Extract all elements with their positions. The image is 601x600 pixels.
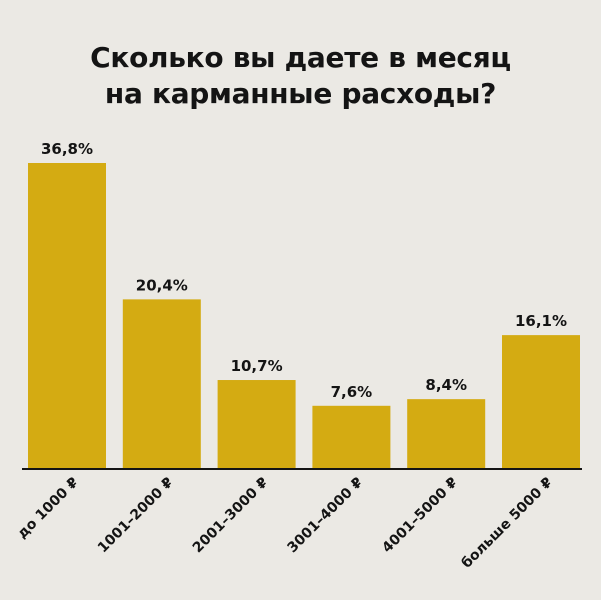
- bar-6: [502, 335, 580, 469]
- bar-value-label-4: 7,6%: [331, 383, 373, 401]
- chart-title-line-1: Сколько вы даете в месяц: [90, 41, 511, 74]
- bar-3: [217, 380, 296, 469]
- bar-value-label-5: 8,4%: [425, 376, 467, 394]
- category-label-6: больше 5000 ₽: [459, 474, 556, 571]
- bar-value-label-1: 36,8%: [41, 140, 93, 158]
- bar-4: [312, 405, 391, 469]
- category-label-1: до 1000 ₽: [14, 474, 82, 542]
- bar-2: [122, 299, 201, 469]
- chart-title: Сколько вы даете в месяц на карманные ра…: [0, 40, 601, 112]
- bar-value-label-3: 10,7%: [231, 357, 283, 375]
- bar-value-label-6: 16,1%: [515, 312, 567, 330]
- category-label-5: 4001–5000 ₽: [379, 474, 461, 556]
- category-label-2: 1001–2000 ₽: [95, 474, 177, 556]
- category-label-4: 3001–4000 ₽: [285, 474, 367, 556]
- bar-1: [28, 163, 106, 469]
- bar-value-label-2: 20,4%: [136, 276, 188, 294]
- bar-5: [407, 399, 486, 469]
- category-label-3: 2001–3000 ₽: [190, 474, 272, 556]
- chart-title-line-2: на карманные расходы?: [104, 77, 497, 110]
